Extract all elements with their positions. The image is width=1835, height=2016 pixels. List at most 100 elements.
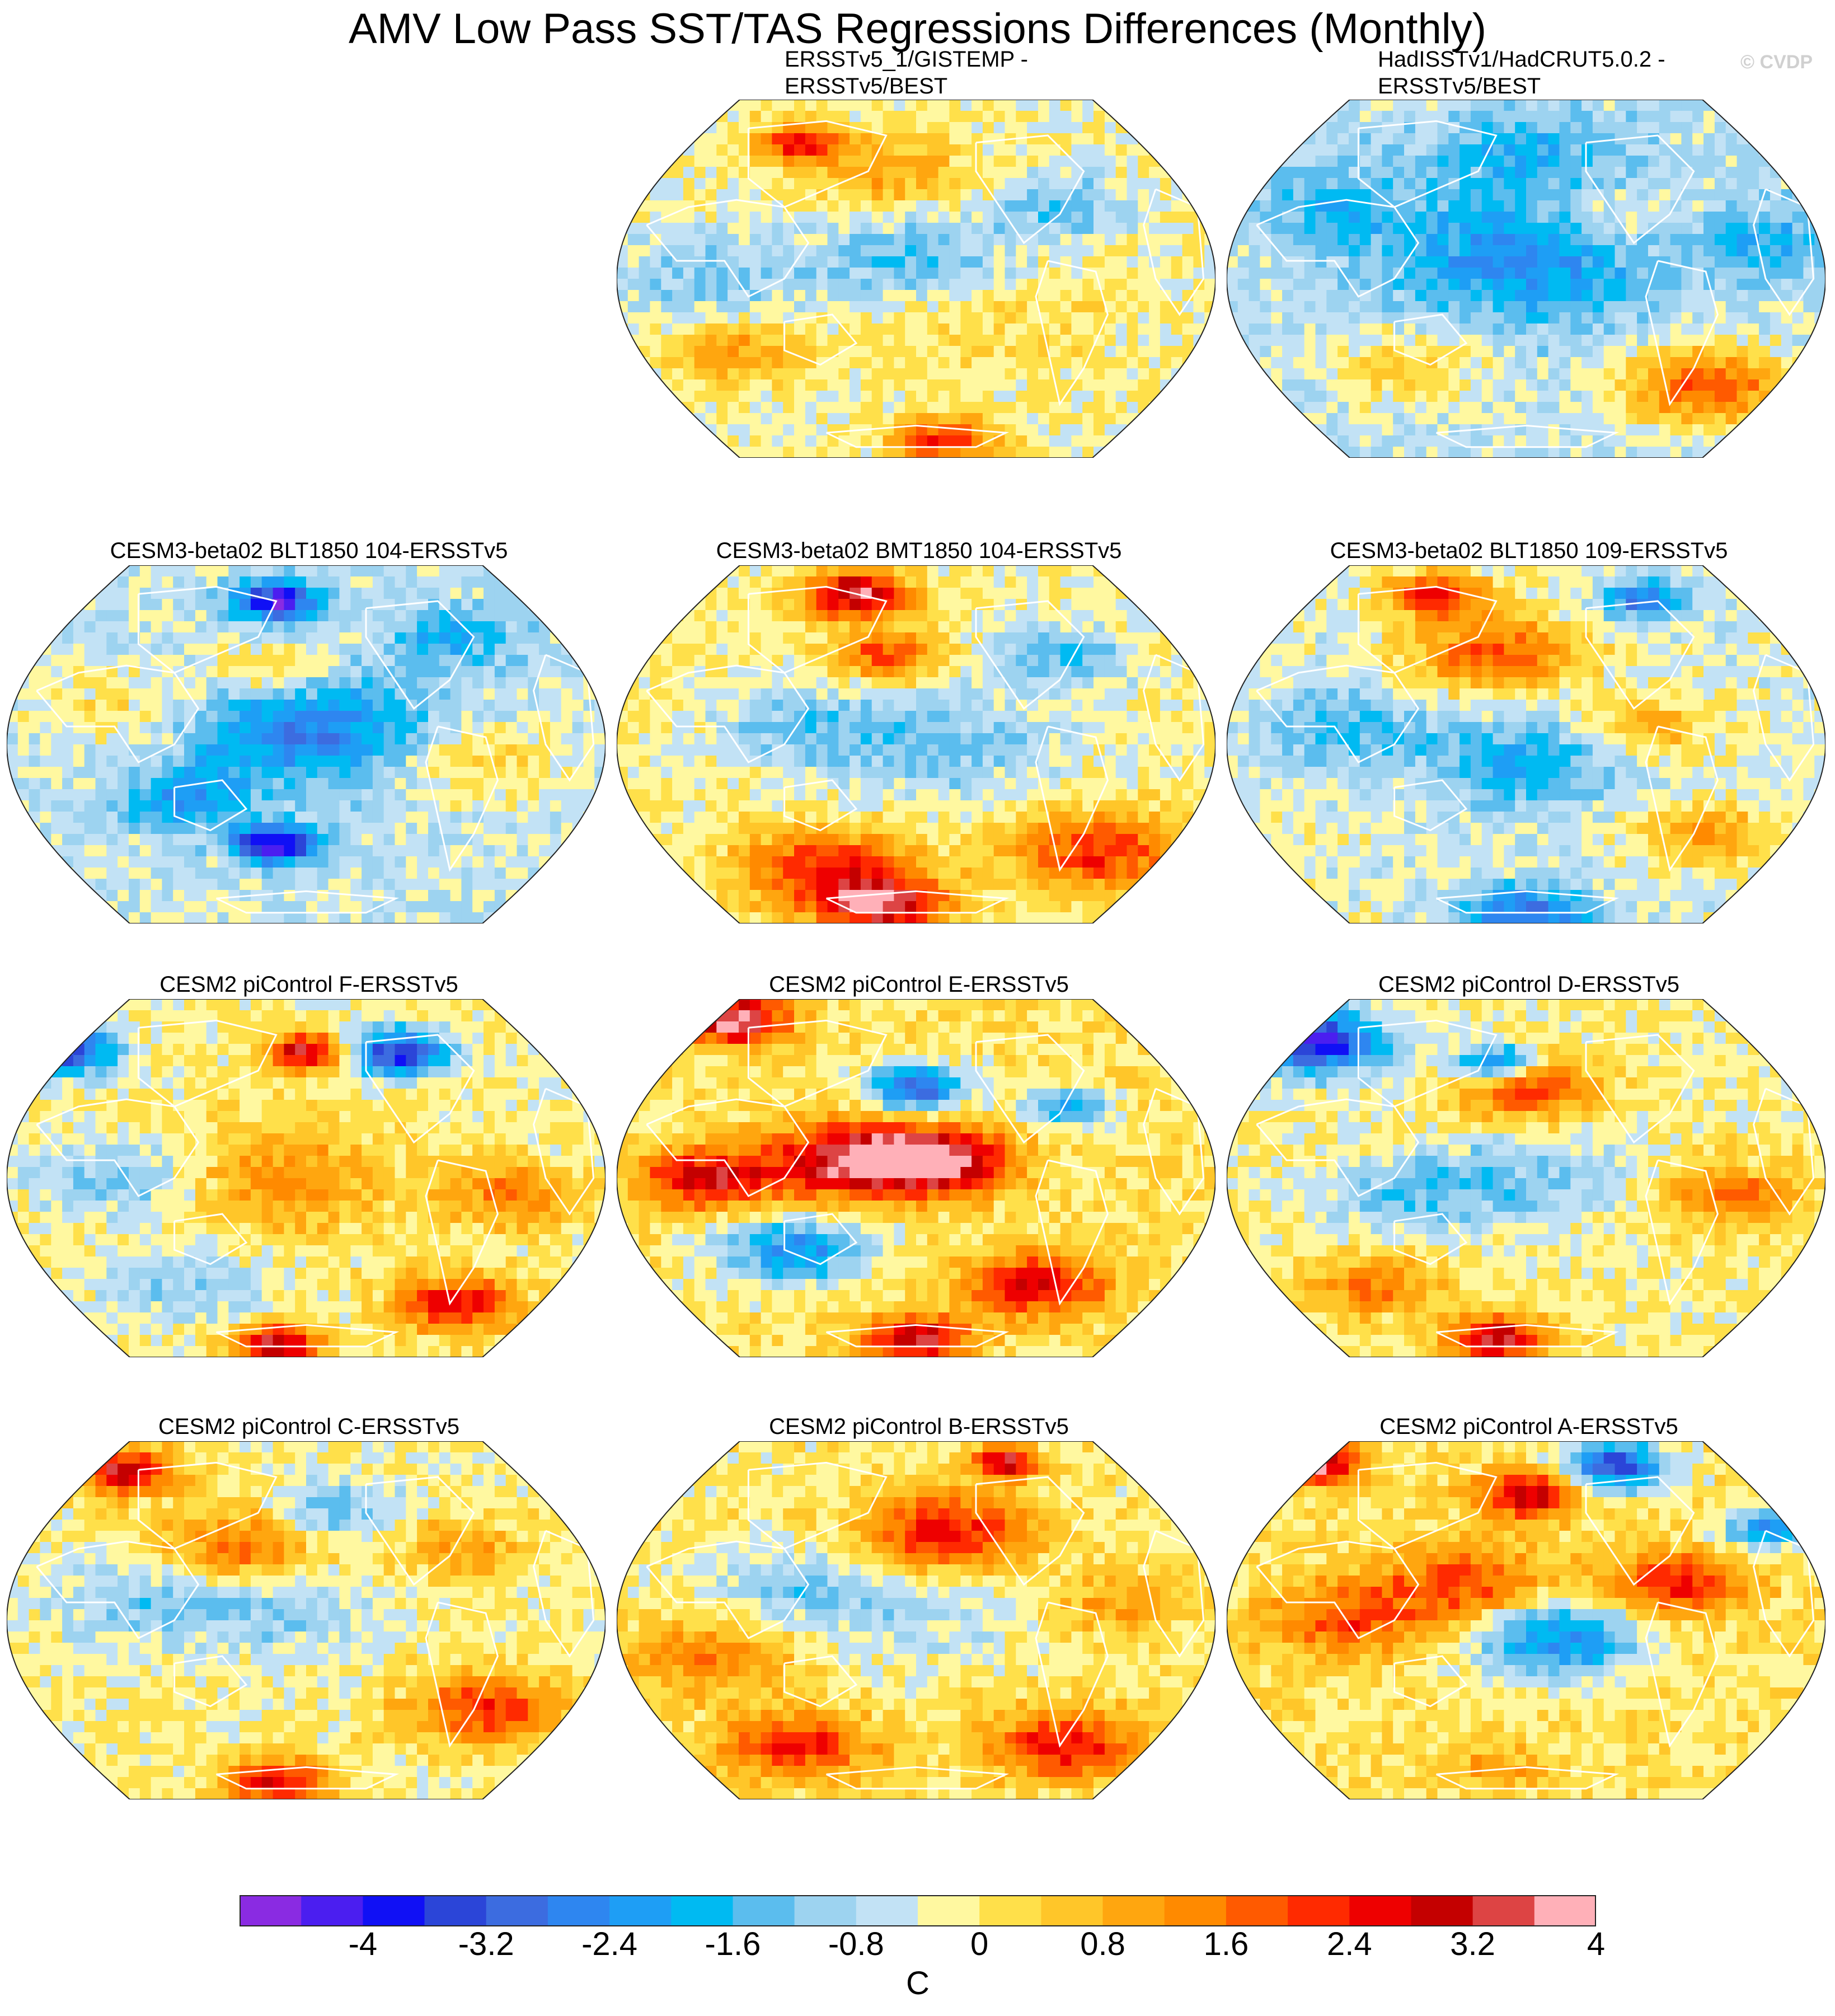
field-cell — [1326, 279, 1338, 290]
field-cell — [583, 823, 595, 834]
field-cell — [749, 357, 762, 369]
field-cell — [406, 778, 417, 790]
field-cell — [1725, 111, 1738, 123]
field-cell — [1237, 391, 1250, 402]
field-cell — [1537, 290, 1549, 302]
field-cell — [1349, 200, 1360, 212]
field-cell — [827, 234, 839, 246]
field-cell — [1515, 111, 1527, 123]
field-cell — [428, 823, 440, 834]
field-cell — [461, 868, 473, 879]
field-cell — [639, 122, 650, 134]
field-cell — [162, 834, 173, 846]
field-cell — [95, 789, 107, 801]
field-cell — [650, 335, 661, 346]
field-cell — [1038, 122, 1050, 134]
field-cell — [1770, 133, 1782, 145]
field-cell — [1714, 256, 1726, 268]
field-cell — [1737, 212, 1748, 223]
field-cell — [306, 700, 318, 711]
coastline — [1256, 199, 1420, 298]
field-cell — [1071, 245, 1083, 257]
field-cell — [1659, 346, 1671, 358]
field-cell — [639, 379, 650, 391]
field-cell — [306, 868, 318, 879]
field-cell — [417, 767, 429, 779]
field-cell — [672, 346, 684, 358]
field-cell — [1737, 402, 1748, 414]
field-cell — [1271, 368, 1283, 380]
field-cell — [250, 655, 262, 667]
field-cell — [1016, 223, 1027, 235]
field-cell — [106, 722, 118, 734]
field-cell — [261, 756, 274, 767]
field-cell — [362, 856, 373, 868]
field-cell — [1592, 256, 1604, 268]
field-cell — [62, 800, 74, 812]
field-cell — [871, 335, 884, 346]
field-cell — [1559, 379, 1571, 391]
map-field — [617, 100, 1215, 458]
panel-title: CESM3-beta02 BLT1850 104-ERSSTv5 — [7, 537, 611, 564]
field-cell — [1260, 357, 1271, 369]
field-cell — [661, 156, 673, 167]
field-cell — [1626, 435, 1637, 447]
field-cell — [139, 576, 152, 588]
field-cell — [472, 688, 484, 700]
field-cell — [1504, 212, 1515, 223]
field-cell — [1504, 133, 1515, 145]
field-cell — [838, 357, 850, 369]
field-cell — [505, 644, 518, 655]
field-cell — [250, 845, 262, 857]
field-cell — [395, 711, 406, 723]
field-cell — [1160, 312, 1172, 324]
field-cell — [1781, 379, 1793, 391]
field-cell — [1781, 245, 1793, 257]
field-cell — [1603, 268, 1616, 279]
field-cell — [1748, 256, 1759, 268]
field-cell — [217, 677, 229, 689]
field-cell — [106, 644, 118, 655]
field-cell — [461, 576, 473, 588]
field-cell — [1304, 424, 1316, 436]
field-cell — [461, 778, 473, 790]
field-cell — [1038, 357, 1050, 369]
field-cell — [184, 588, 196, 599]
field-cell — [650, 268, 661, 279]
field-cell — [1171, 379, 1183, 391]
field-cell — [1515, 447, 1527, 458]
field-cell — [883, 324, 894, 335]
field-cell — [1748, 346, 1759, 358]
field-cell — [694, 424, 706, 436]
field-cell — [1470, 279, 1482, 290]
field-cell — [1293, 189, 1305, 201]
field-cell — [528, 823, 539, 834]
field-cell — [1748, 335, 1759, 346]
field-cell — [1581, 290, 1593, 302]
field-cell — [1005, 279, 1016, 290]
field-cell — [1692, 391, 1704, 402]
field-cell — [661, 223, 673, 235]
field-cell — [1149, 346, 1161, 358]
field-cell — [583, 789, 595, 801]
field-cell — [583, 778, 595, 790]
field-cell — [1193, 268, 1205, 279]
field-cell — [1049, 234, 1061, 246]
field-cell — [383, 767, 396, 779]
field-cell — [383, 733, 396, 745]
field-cell — [583, 733, 595, 745]
field-cell — [1115, 178, 1128, 190]
field-cell — [1005, 156, 1016, 167]
field-cell — [240, 845, 251, 857]
field-cell — [261, 688, 274, 700]
field-cell — [1537, 279, 1549, 290]
field-cell — [40, 688, 51, 700]
field-cell — [949, 234, 961, 246]
field-cell — [661, 335, 673, 346]
field-cell — [151, 789, 162, 801]
field-cell — [472, 632, 484, 644]
field-cell — [627, 402, 640, 414]
field-cell — [1437, 223, 1449, 235]
field-cell — [1016, 368, 1027, 380]
field-cell — [1359, 279, 1372, 290]
